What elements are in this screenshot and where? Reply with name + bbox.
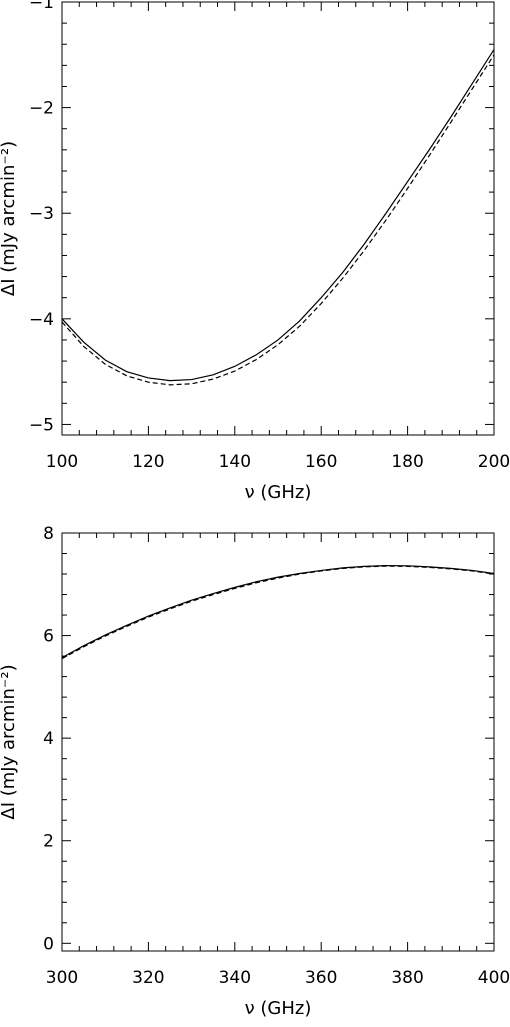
x-tick-label: 340 xyxy=(219,968,251,988)
series-line-solid xyxy=(62,49,494,382)
plot-frame xyxy=(61,1,495,436)
x-tick-label: 300 xyxy=(46,968,78,988)
x-tick-label: 100 xyxy=(46,452,78,472)
x-tick-label: 320 xyxy=(132,968,164,988)
chart-panel-1: 100 120 140 160 180 200 −5 −4 −3 −2 −1 ν (GHz) ΔI (m… xyxy=(0,0,510,503)
y-tick-label: 0 xyxy=(43,934,54,954)
x-tick-label: 200 xyxy=(478,452,510,472)
y-tick-label: 6 xyxy=(43,627,54,647)
y-tick-label: −1 xyxy=(29,0,54,13)
x-tick-label: 380 xyxy=(391,968,423,988)
y-tick-label: 8 xyxy=(43,524,54,544)
x-tick-label: 400 xyxy=(478,968,510,988)
series-line-dashed xyxy=(62,54,494,386)
y-tick-label: 2 xyxy=(43,832,54,852)
x-tick-label: 160 xyxy=(305,452,337,472)
plot-frame xyxy=(61,532,495,952)
x-tick-label: 120 xyxy=(132,452,164,472)
y-tick-label: −5 xyxy=(29,415,54,435)
x-tick-label: 360 xyxy=(305,968,337,988)
x-tick-label: 180 xyxy=(391,452,423,472)
y-axis-label: ΔI (mJy arcmin⁻²) xyxy=(0,664,19,819)
y-tick-label: 4 xyxy=(43,729,54,749)
x-axis-label: ν (GHz) xyxy=(245,482,312,503)
x-axis-label: ν (GHz) xyxy=(245,998,312,1019)
series-line-solid xyxy=(62,564,494,659)
series-line-dashed xyxy=(62,565,494,660)
x-tick-label: 140 xyxy=(219,452,251,472)
y-tick-label: −4 xyxy=(29,310,54,330)
y-tick-label: −2 xyxy=(29,99,54,119)
y-axis-label: ΔI (mJy arcmin⁻²) xyxy=(0,141,19,296)
chart-panel-2: 300 320 340 360 380 400 0 2 4 6 8 ν (GHz) ΔI (mJy ar… xyxy=(0,524,510,1019)
y-tick-label: −3 xyxy=(29,204,54,224)
